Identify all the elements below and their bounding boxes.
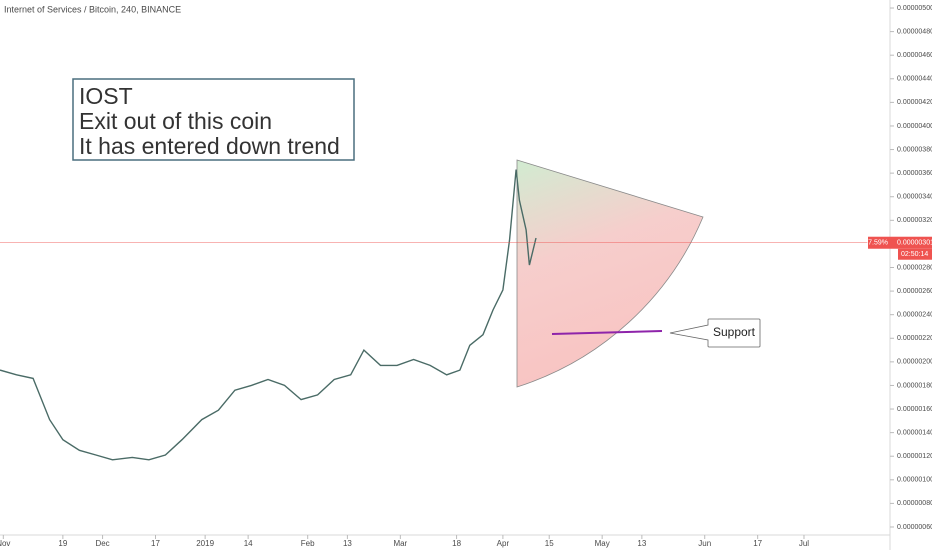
- y-tick-label: 0.00000400: [897, 123, 932, 130]
- y-tick-label: 0.00000160: [897, 406, 932, 413]
- y-tick-label: 0.00000200: [897, 359, 932, 366]
- x-tick-label: Dec: [95, 539, 109, 548]
- x-tick-label: 2019: [196, 539, 214, 548]
- x-tick-label: Jun: [698, 539, 711, 548]
- y-tick-label: 0.00000500: [897, 5, 932, 12]
- y-tick-label: 0.00000480: [897, 28, 932, 35]
- y-tick-label: 0.00000240: [897, 312, 932, 319]
- change-label: 57.59%: [864, 240, 888, 247]
- x-tick-label: Apr: [497, 539, 510, 548]
- price-badge: [868, 236, 932, 249]
- x-tick-label: 17: [151, 539, 160, 548]
- x-tick-label: 13: [637, 539, 646, 548]
- support-line: [551, 330, 663, 335]
- x-tick-label: May: [595, 539, 610, 548]
- y-tick-label: 0.00000180: [897, 382, 932, 389]
- note-line: IOST: [79, 83, 133, 109]
- y-tick-label: 0.00000440: [897, 76, 932, 83]
- y-tick-label: 0.00000260: [897, 288, 932, 295]
- chart-title: Internet of Services / Bitcoin, 240, BIN…: [4, 4, 181, 14]
- y-tick-label: 0.00000140: [897, 429, 932, 436]
- y-tick-label: 0.00000220: [897, 335, 932, 342]
- x-tick-label: 13: [343, 539, 352, 548]
- x-tick-label: 18: [452, 539, 461, 548]
- y-tick-label: 0.00000320: [897, 217, 932, 224]
- y-tick-label: 0.00000120: [897, 453, 932, 460]
- x-tick-label: 14: [244, 539, 253, 548]
- last-price-label: 0.00000301: [897, 240, 932, 247]
- note-box: [72, 78, 355, 161]
- x-tick-label: Mar: [393, 539, 407, 548]
- y-tick-label: 0.00000060: [897, 524, 932, 531]
- y-tick-label: 0.00000380: [897, 146, 932, 153]
- y-tick-label: 0.00000280: [897, 264, 932, 271]
- x-tick-label: Jul: [799, 539, 809, 548]
- x-tick-label: 17: [753, 539, 762, 548]
- note-line: Exit out of this coin: [79, 108, 272, 134]
- y-tick-label: 0.00000360: [897, 170, 932, 177]
- x-tick-label: Feb: [301, 539, 315, 548]
- y-tick-label: 0.00000420: [897, 99, 932, 106]
- callout-box: [669, 318, 761, 348]
- note-line: It has entered down trend: [79, 133, 340, 159]
- x-tick-label: 15: [545, 539, 554, 548]
- y-tick-label: 0.00000340: [897, 194, 932, 201]
- x-tick-label: Nov: [0, 539, 10, 548]
- countdown-badge: [898, 248, 932, 260]
- y-tick-label: 0.00000100: [897, 477, 932, 484]
- x-tick-label: 19: [58, 539, 67, 548]
- countdown-label: 02:50:14: [901, 251, 928, 258]
- y-tick-label: 0.00000080: [897, 500, 932, 507]
- price-line: [0, 169, 537, 461]
- y-tick-label: 0.00000460: [897, 52, 932, 59]
- fan-shape: [516, 159, 704, 388]
- callout-label: Support: [713, 325, 756, 339]
